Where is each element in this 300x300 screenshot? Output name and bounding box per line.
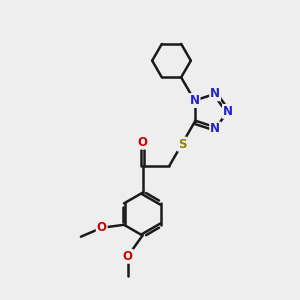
Text: O: O [123,250,133,263]
Text: S: S [178,138,186,151]
Text: N: N [210,87,220,100]
Text: N: N [223,105,233,118]
Text: O: O [137,136,148,149]
Text: O: O [97,221,107,234]
Text: N: N [210,122,220,135]
Text: N: N [190,94,200,107]
